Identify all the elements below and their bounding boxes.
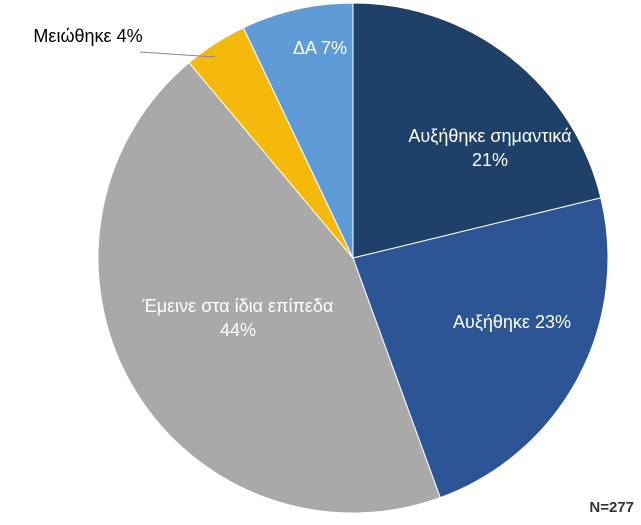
slice-label-box: Αυξήθηκε σημαντικά 21% [395,118,585,178]
slice-label: Μειώθηκε 4% [3,6,173,66]
slice-label-box: Αυξήθηκε 23% [412,292,612,352]
slice-label: ΔΑ 7% [270,18,370,78]
slice-label-box: Έμεινε στα ίδια επίπεδα 44% [138,288,338,348]
leader-line [139,51,216,58]
slice-label: Έμεινε στα ίδια επίπεδα 44% [138,288,338,348]
slice-label: Αυξήθηκε 23% [412,292,612,352]
slice-label-text: Αυξήθηκε σημαντικά 21% [395,124,585,172]
slice-label-text: Έμεινε στα ίδια επίπεδα 44% [138,294,338,342]
slice-label-text: Αυξήθηκε 23% [453,310,571,334]
category-label: Έμεινε στα ίδια επίπεδα [142,296,334,316]
pie-slice [352,2,602,259]
pie-slice [97,61,441,514]
value-label: 21% [471,150,509,170]
slice-label-text: ΔΑ 7% [293,36,347,60]
value-label: 7% [321,38,348,58]
slice-label-box: Μειώθηκε 4% [3,6,173,66]
pie-slice [352,197,609,499]
category-label: ΔΑ [292,38,316,58]
category-label: Αυξήθηκε σημαντικά [408,126,572,146]
value-label: 44% [219,320,257,340]
pie-slice [242,2,354,259]
annotation: N=277 [589,499,634,516]
slice-label: Αυξήθηκε σημαντικά 21% [395,118,585,178]
slice-label-box: ΔΑ 7% [270,18,370,78]
category-label: Μειώθηκε [33,26,112,46]
category-label: Αυξήθηκε [452,312,530,332]
value-label: 4% [116,26,143,46]
value-label: 23% [534,312,571,332]
slice-label-text: Μειώθηκε 4% [33,24,142,48]
